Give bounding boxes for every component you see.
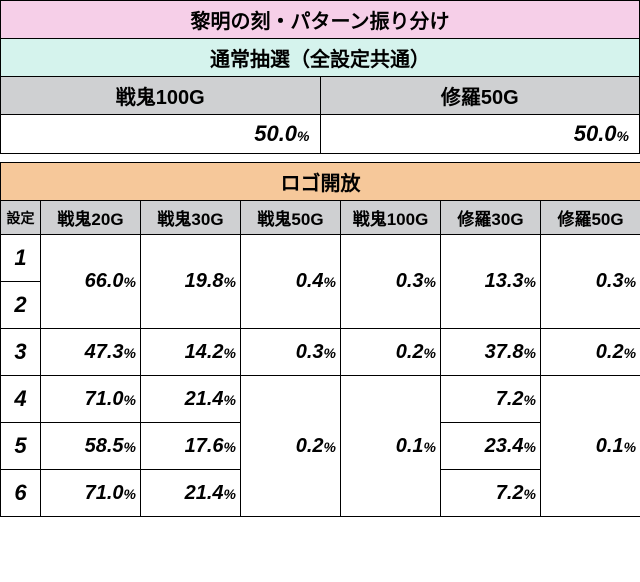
table-row: 4 71.0% 21.4% 0.2% 0.1% 7.2% 0.1% xyxy=(1,376,640,423)
cell-r5-c4: 23.4% xyxy=(441,423,541,470)
hdr-col-3: 戦鬼100G xyxy=(341,201,441,235)
set-4: 4 xyxy=(1,376,41,423)
value-b: 50.0% xyxy=(320,115,640,154)
cell-r4-c4: 7.2% xyxy=(441,376,541,423)
cell-r3-c1: 14.2% xyxy=(141,329,241,376)
container: 黎明の刻・パターン振り分け 通常抽選（全設定共通） 戦鬼100G 修羅50G 5… xyxy=(0,0,640,517)
hdr-col-1: 戦鬼30G xyxy=(141,201,241,235)
hdr-set: 設定 xyxy=(1,201,41,235)
cell-r5-c0: 58.5% xyxy=(41,423,141,470)
cell-r6-c4: 7.2% xyxy=(441,470,541,517)
cell-r4-c0: 71.0% xyxy=(41,376,141,423)
cell-r3-c3: 0.2% xyxy=(341,329,441,376)
title-logo: ロゴ開放 xyxy=(1,163,640,201)
cell-r3-c4: 37.8% xyxy=(441,329,541,376)
subtitle: 通常抽選（全設定共通） xyxy=(1,39,640,77)
cell-r6-c0: 71.0% xyxy=(41,470,141,517)
cell-r4-c1: 21.4% xyxy=(141,376,241,423)
set-2: 2 xyxy=(1,282,41,329)
cell-r12-c5: 0.3% xyxy=(541,235,640,329)
value-a: 50.0% xyxy=(1,115,321,154)
set-5: 5 xyxy=(1,423,41,470)
cell-r12-c3: 0.3% xyxy=(341,235,441,329)
hdr-col-4: 修羅30G xyxy=(441,201,541,235)
cell-r12-c2: 0.4% xyxy=(241,235,341,329)
cell-r3-c2: 0.3% xyxy=(241,329,341,376)
table-row: 3 47.3% 14.2% 0.3% 0.2% 37.8% 0.2% xyxy=(1,329,640,376)
cell-r12-c0: 66.0% xyxy=(41,235,141,329)
cell-r12-c1: 19.8% xyxy=(141,235,241,329)
table-row: 1 66.0% 19.8% 0.4% 0.3% 13.3% 0.3% xyxy=(1,235,640,282)
col-header-b: 修羅50G xyxy=(320,77,640,115)
cell-r6-c1: 21.4% xyxy=(141,470,241,517)
cell-r5-c1: 17.6% xyxy=(141,423,241,470)
table-normal-lottery: 黎明の刻・パターン振り分け 通常抽選（全設定共通） 戦鬼100G 修羅50G 5… xyxy=(0,0,640,154)
hdr-col-2: 戦鬼50G xyxy=(241,201,341,235)
spacer xyxy=(0,154,640,162)
cell-r456-c3: 0.1% xyxy=(341,376,441,517)
hdr-col-5: 修羅50G xyxy=(541,201,640,235)
set-1: 1 xyxy=(1,235,41,282)
hdr-col-0: 戦鬼20G xyxy=(41,201,141,235)
cell-r456-c5: 0.1% xyxy=(541,376,640,517)
table-logo-release: ロゴ開放 設定 戦鬼20G 戦鬼30G 戦鬼50G 戦鬼100G 修羅30G 修… xyxy=(0,162,640,517)
cell-r12-c4: 13.3% xyxy=(441,235,541,329)
col-header-a: 戦鬼100G xyxy=(1,77,321,115)
set-6: 6 xyxy=(1,470,41,517)
cell-r456-c2: 0.2% xyxy=(241,376,341,517)
title-main: 黎明の刻・パターン振り分け xyxy=(1,1,640,39)
cell-r3-c0: 47.3% xyxy=(41,329,141,376)
set-3: 3 xyxy=(1,329,41,376)
cell-r3-c5: 0.2% xyxy=(541,329,640,376)
